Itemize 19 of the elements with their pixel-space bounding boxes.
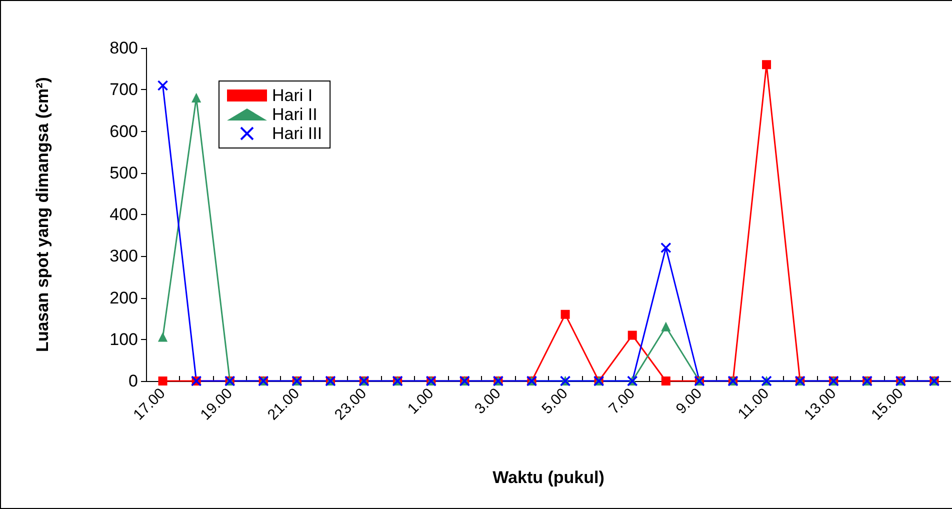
- y-tick-label: 100: [110, 330, 138, 349]
- y-axis-title: Luasan spot yang dimangsa (cm²): [33, 77, 52, 352]
- x-axis-title: Waktu (pukul): [492, 468, 604, 487]
- legend-label: Hari III: [272, 124, 322, 143]
- x-tick-label: 1.00: [404, 384, 438, 418]
- y-tick-label: 600: [110, 122, 138, 141]
- x-tick-label: 9.00: [672, 384, 706, 418]
- legend-label: Hari I: [272, 86, 313, 105]
- x-tick-label: 3.00: [472, 384, 504, 418]
- y-tick-label: 200: [110, 288, 138, 308]
- y-tick-label: 300: [110, 246, 138, 266]
- x-tick-label: 5.00: [538, 384, 572, 418]
- legend-label: Hari II: [272, 105, 318, 124]
- y-tick-label: 800: [110, 38, 138, 58]
- x-tick-label: 7.00: [606, 384, 638, 418]
- y-tick-label: 500: [110, 163, 138, 182]
- y-tick-label: 700: [110, 80, 138, 100]
- y-tick-label: 400: [110, 205, 138, 224]
- y-tick-label: 0: [128, 372, 138, 390]
